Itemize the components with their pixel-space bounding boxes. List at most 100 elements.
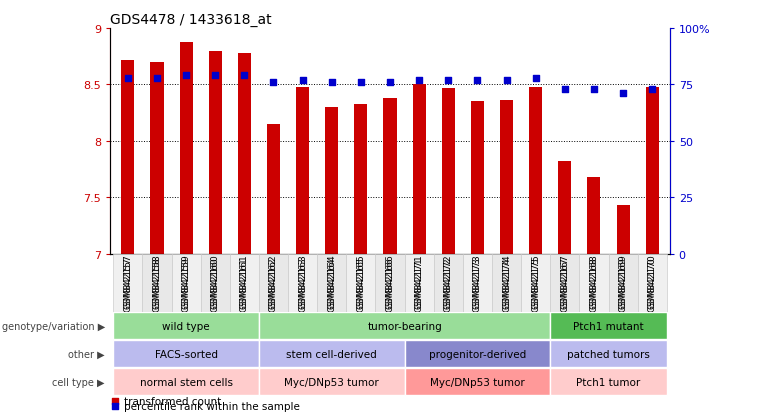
Bar — [113, 254, 142, 312]
Text: GSM842164: GSM842164 — [327, 254, 336, 309]
Text: GSM842158: GSM842158 — [152, 254, 161, 309]
Text: GSM842163: GSM842163 — [298, 257, 307, 311]
Bar — [151, 63, 164, 254]
Text: normal stem cells: normal stem cells — [139, 377, 233, 387]
Text: Ptch1 tumor: Ptch1 tumor — [576, 377, 641, 387]
Text: Myc/DNp53 tumor: Myc/DNp53 tumor — [285, 377, 379, 387]
Bar — [259, 368, 405, 396]
Bar — [550, 340, 667, 368]
Text: GSM842160: GSM842160 — [211, 254, 220, 309]
Bar — [405, 340, 550, 368]
Text: GSM842168: GSM842168 — [590, 257, 598, 311]
Bar — [237, 54, 251, 254]
Point — [442, 77, 454, 84]
Text: GSM842175: GSM842175 — [531, 257, 540, 311]
Bar — [180, 43, 193, 254]
Text: percentile rank within the sample: percentile rank within the sample — [124, 401, 300, 411]
Point — [384, 80, 396, 86]
Text: genotype/variation ▶: genotype/variation ▶ — [2, 321, 105, 331]
Bar — [550, 254, 579, 312]
Bar — [492, 254, 521, 312]
Bar — [142, 254, 171, 312]
Text: GSM842174: GSM842174 — [502, 257, 511, 311]
Bar — [609, 254, 638, 312]
Point — [326, 80, 338, 86]
Text: GSM842159: GSM842159 — [182, 257, 190, 311]
Text: GSM842164: GSM842164 — [327, 257, 336, 311]
Text: GSM842175: GSM842175 — [531, 254, 540, 309]
Text: GSM842161: GSM842161 — [240, 254, 249, 309]
Bar — [201, 254, 230, 312]
Point — [297, 77, 309, 84]
Bar — [267, 125, 280, 254]
Text: progenitor-derived: progenitor-derived — [428, 349, 526, 359]
Text: GSM842170: GSM842170 — [648, 257, 657, 311]
Bar — [113, 312, 259, 339]
Point — [617, 91, 629, 97]
Text: GSM842166: GSM842166 — [386, 257, 394, 311]
Text: GSM842157: GSM842157 — [123, 254, 132, 309]
Bar — [412, 85, 425, 254]
Text: GSM842160: GSM842160 — [211, 257, 220, 311]
Point — [587, 86, 600, 93]
Point — [109, 397, 121, 404]
Point — [646, 86, 658, 93]
Bar — [317, 254, 346, 312]
Bar — [441, 88, 455, 254]
Bar — [121, 60, 135, 254]
Text: GSM842171: GSM842171 — [415, 257, 424, 311]
Point — [267, 80, 279, 86]
Bar — [521, 254, 550, 312]
Bar — [587, 178, 600, 254]
Text: GSM842173: GSM842173 — [473, 257, 482, 311]
Text: Ptch1 mutant: Ptch1 mutant — [573, 321, 644, 331]
Bar — [471, 102, 484, 254]
Text: GSM842161: GSM842161 — [240, 257, 249, 311]
Text: GSM842169: GSM842169 — [619, 254, 628, 309]
Bar — [384, 99, 396, 254]
Text: GSM842172: GSM842172 — [444, 257, 453, 311]
Bar — [405, 368, 550, 396]
Text: stem cell-derived: stem cell-derived — [286, 349, 377, 359]
Bar — [346, 254, 375, 312]
Text: GSM842158: GSM842158 — [152, 257, 161, 311]
Bar — [113, 368, 259, 396]
Text: GSM842163: GSM842163 — [298, 254, 307, 309]
Bar — [434, 254, 463, 312]
Text: FACS-sorted: FACS-sorted — [154, 349, 218, 359]
Bar — [559, 162, 572, 254]
Bar — [325, 108, 339, 254]
Bar — [500, 101, 513, 254]
Bar — [113, 340, 259, 368]
Text: GSM842173: GSM842173 — [473, 254, 482, 309]
Bar — [288, 254, 317, 312]
Bar — [405, 254, 434, 312]
Text: GSM842168: GSM842168 — [590, 254, 598, 309]
Point — [122, 75, 134, 82]
Text: GSM842170: GSM842170 — [648, 254, 657, 309]
Bar — [230, 254, 259, 312]
Text: GSM842172: GSM842172 — [444, 254, 453, 309]
Text: Myc/DNp53 tumor: Myc/DNp53 tumor — [430, 377, 525, 387]
Text: GSM842169: GSM842169 — [619, 257, 628, 311]
Text: GSM842171: GSM842171 — [415, 254, 424, 309]
Text: GSM842159: GSM842159 — [182, 254, 190, 309]
Bar — [579, 254, 609, 312]
Bar — [296, 88, 309, 254]
Text: cell type ▶: cell type ▶ — [53, 377, 105, 387]
Text: GDS4478 / 1433618_at: GDS4478 / 1433618_at — [110, 12, 272, 26]
Text: GSM842165: GSM842165 — [356, 257, 365, 311]
Point — [180, 73, 193, 79]
Text: GSM842157: GSM842157 — [123, 257, 132, 311]
Bar — [550, 312, 667, 339]
Text: GSM842167: GSM842167 — [560, 254, 569, 309]
Text: other ▶: other ▶ — [68, 349, 105, 359]
Bar — [645, 88, 659, 254]
Point — [238, 73, 250, 79]
Point — [559, 86, 571, 93]
Bar — [259, 340, 405, 368]
Bar — [355, 104, 368, 254]
Bar — [638, 254, 667, 312]
Text: GSM842174: GSM842174 — [502, 254, 511, 309]
Point — [471, 77, 483, 84]
